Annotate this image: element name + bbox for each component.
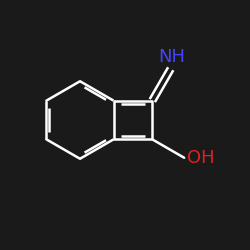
Text: OH: OH (187, 149, 214, 167)
Text: NH: NH (158, 48, 186, 66)
